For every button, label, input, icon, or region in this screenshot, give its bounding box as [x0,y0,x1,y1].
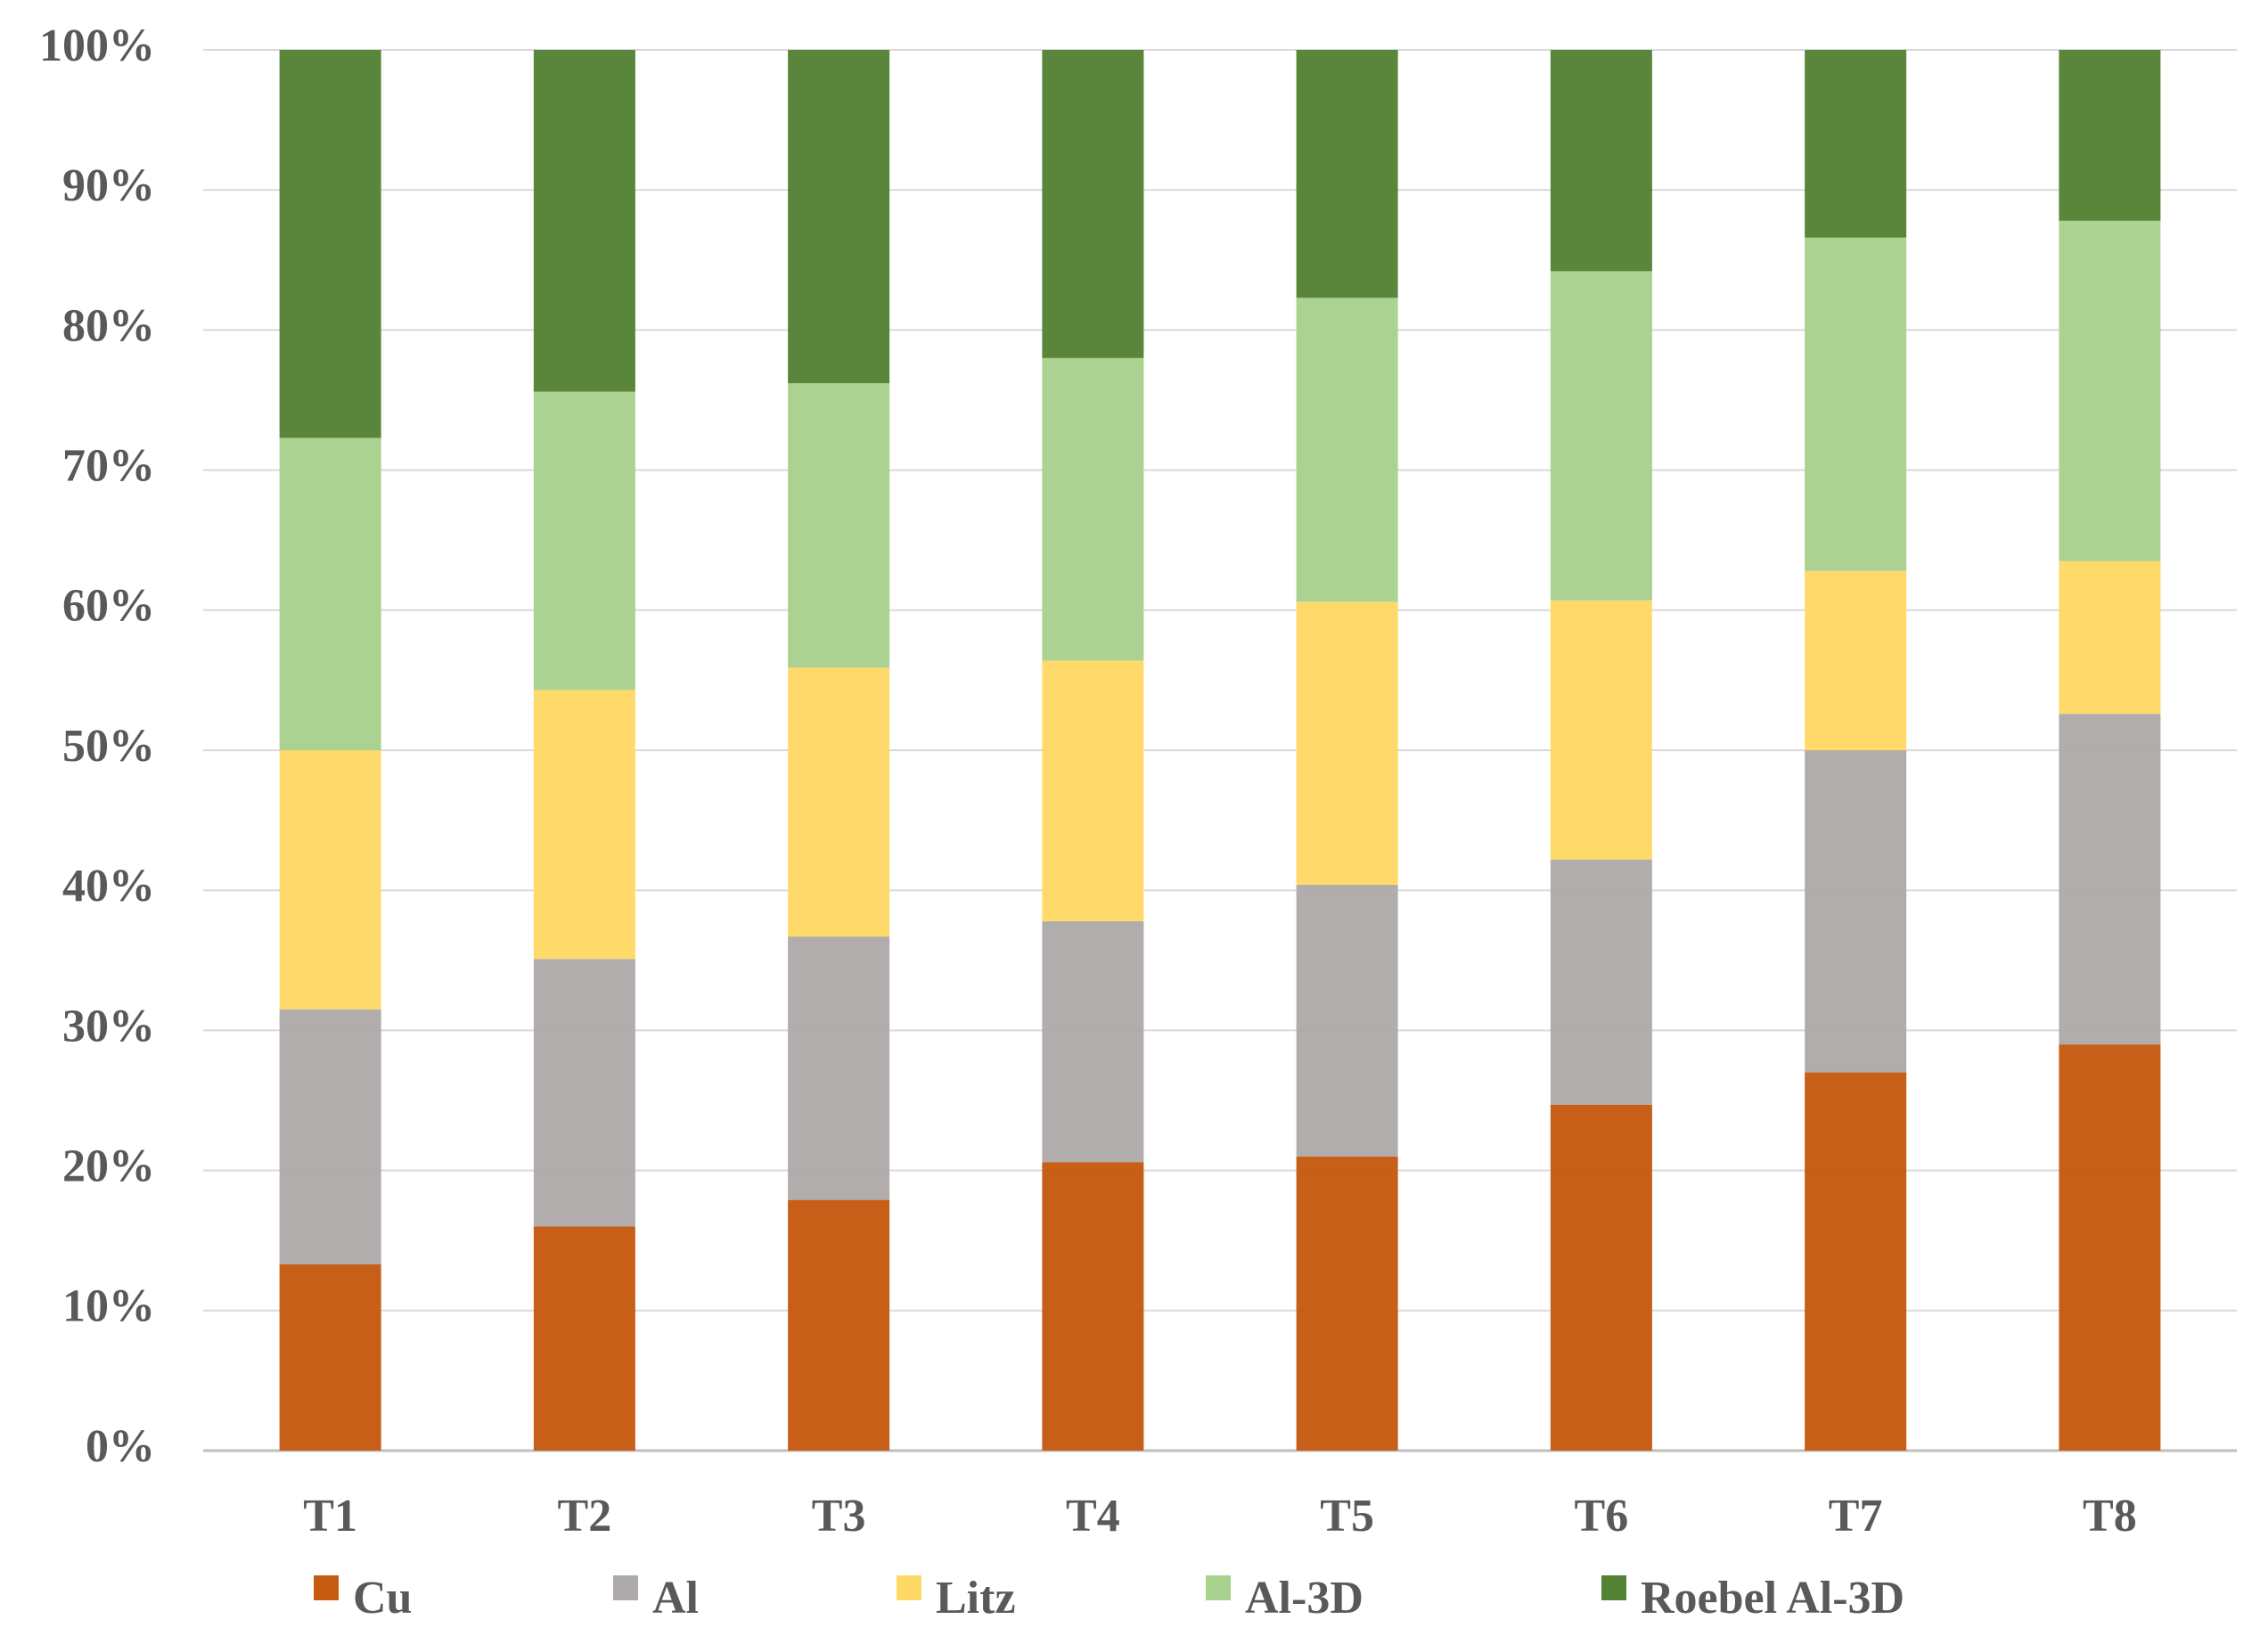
bar-segment-cu-t8 [2059,1044,2161,1451]
bar-segment-litz-t3 [788,667,890,937]
legend-label: Roebel Al-3D [1641,1573,1904,1623]
bar-segment-al-t6 [1550,859,1652,1105]
bar-segment-roebel-al-3d-t2 [533,50,635,392]
legend-label: Cu [353,1573,412,1623]
y-tick-label: 10% [62,1281,155,1332]
bar-segment-roebel-al-3d-t5 [1296,50,1398,299]
bar-segment-al-t4 [1042,920,1144,1163]
bars [279,50,2161,1451]
x-tick-label: T7 [1829,1491,1883,1542]
bar-segment-cu-t7 [1805,1072,1907,1451]
bar-segment-al-t2 [533,959,635,1227]
x-tick-label: T1 [303,1491,357,1542]
bar-segment-al-3d-t7 [1805,237,1907,571]
y-tick-label: 80% [62,300,155,351]
legend-label: Litz [936,1573,1016,1623]
bar-segment-al-t7 [1805,750,1907,1073]
legend-swatch-al-3d [1206,1575,1231,1600]
bar-segment-cu-t5 [1296,1156,1398,1451]
bar-segment-al-t5 [1296,884,1398,1157]
bar-segment-cu-t3 [788,1199,890,1451]
bar-segment-litz-t4 [1042,660,1144,921]
bar-segment-al-3d-t2 [533,391,635,691]
bar-segment-roebel-al-3d-t1 [279,50,381,438]
y-tick-label: 40% [62,861,155,912]
x-tick-label: T6 [1575,1491,1629,1542]
bar-segment-al-3d-t4 [1042,357,1144,661]
bar-segment-cu-t4 [1042,1162,1144,1451]
y-tick-label: 0% [86,1421,155,1472]
bar-segment-litz-t2 [533,690,635,960]
bar-segment-roebel-al-3d-t3 [788,50,890,384]
y-tick-label: 70% [62,441,155,492]
bar-segment-roebel-al-3d-t7 [1805,50,1907,238]
legend-label: Al-3D [1245,1573,1363,1623]
bar-segment-litz-t1 [279,750,381,1010]
legend-swatch-roebel-al-3d [1601,1575,1626,1600]
bar-segment-al-3d-t5 [1296,298,1398,602]
x-tick-label: T2 [558,1491,612,1542]
bar-segment-al-3d-t1 [279,438,381,750]
bar-segment-litz-t8 [2059,560,2161,715]
bar-segment-cu-t6 [1550,1104,1652,1451]
bar-segment-litz-t6 [1550,600,1652,860]
x-axis-tick-labels: T1 T2 T3 T4 T5 T6 T7 T8 [303,1491,2136,1542]
bar-segment-litz-t5 [1296,601,1398,885]
y-tick-label: 30% [62,1001,155,1051]
y-tick-label: 60% [62,581,155,632]
x-tick-label: T4 [1066,1491,1120,1542]
x-tick-label: T5 [1320,1491,1374,1542]
y-tick-label: 100% [39,20,155,71]
bar-segment-al-t1 [279,1009,381,1264]
bar-segment-roebel-al-3d-t4 [1042,50,1144,358]
legend-swatch-al [613,1575,638,1600]
bar-segment-cu-t1 [279,1264,381,1451]
y-tick-label: 20% [62,1141,155,1192]
bar-segment-al-3d-t3 [788,383,890,668]
bar-segment-al-t8 [2059,714,2161,1045]
gridlines [203,49,2237,1452]
bar-segment-al-t3 [788,936,890,1200]
bar-segment-cu-t2 [533,1226,635,1451]
y-axis-tick-labels: 0% 10% 20% 30% 40% 50% 60% 70% 80% 90% 100% [39,20,155,1472]
bar-segment-al-3d-t6 [1550,271,1652,601]
legend-label: Al [652,1573,699,1623]
bar-segment-roebel-al-3d-t6 [1550,50,1652,272]
x-tick-label: T3 [812,1491,866,1542]
legend: Cu Al Litz Al-3D Roebel Al-3D [314,1573,1904,1623]
x-tick-label: T8 [2083,1491,2137,1542]
bar-segment-litz-t7 [1805,570,1907,750]
bar-segment-al-3d-t8 [2059,220,2161,561]
legend-swatch-cu [314,1575,339,1600]
y-tick-label: 50% [62,721,155,772]
y-tick-label: 90% [62,160,155,211]
legend-swatch-litz [897,1575,921,1600]
bar-segment-roebel-al-3d-t8 [2059,50,2161,221]
